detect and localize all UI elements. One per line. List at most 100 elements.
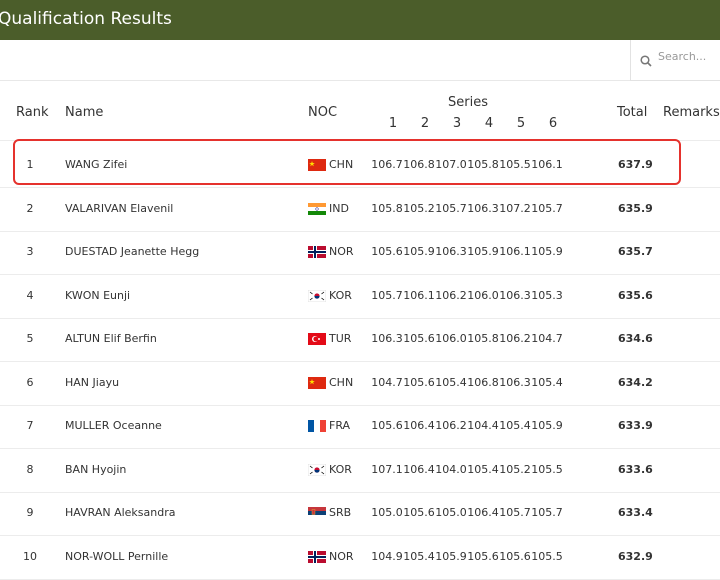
total: 634.2 xyxy=(618,375,653,389)
athlete-name: BAN Hyojin xyxy=(65,462,127,476)
series-score: 105.9 xyxy=(531,245,563,258)
search-box[interactable] xyxy=(630,40,720,81)
noc: NOR xyxy=(329,549,354,563)
series-number: 5 xyxy=(516,116,526,131)
series-score: 106.1 xyxy=(499,245,531,258)
divider xyxy=(0,187,720,188)
rank: 5 xyxy=(26,332,34,345)
remarks-header: Remarks xyxy=(663,105,720,120)
flag xyxy=(308,376,326,389)
series-score: 106.2 xyxy=(435,288,467,302)
series-number: 3 xyxy=(452,116,462,131)
series-score: 105.2 xyxy=(403,201,435,215)
series-score: 106.2 xyxy=(499,332,531,345)
series-score: 105.8 xyxy=(467,332,499,345)
series-score: 105.6 xyxy=(403,332,435,345)
divider xyxy=(0,317,720,319)
series-score: 104.9 xyxy=(371,549,403,563)
total: 635.7 xyxy=(618,245,653,258)
flag xyxy=(308,159,326,171)
series-score: 106.2 xyxy=(435,419,467,432)
series-score: 105.6 xyxy=(403,375,435,389)
series-score: 106.8 xyxy=(403,158,435,171)
series-score: 105.9 xyxy=(435,549,467,563)
rank: 3 xyxy=(26,245,34,258)
series-score: 106.1 xyxy=(403,288,435,302)
athlete-name: WANG Zifei xyxy=(65,158,128,171)
series-score: 105.4 xyxy=(531,375,563,389)
rank-header: Rank xyxy=(16,105,49,120)
series-score: 106.0 xyxy=(467,288,499,302)
series-score: 105.4 xyxy=(467,462,499,476)
flag xyxy=(308,507,326,519)
total: 633.4 xyxy=(618,506,653,519)
series-score: 106.1 xyxy=(531,158,563,171)
series-score: 106.3 xyxy=(499,288,531,302)
series-score: 106.4 xyxy=(403,462,435,476)
series-number: 2 xyxy=(420,116,430,131)
flag xyxy=(308,550,326,563)
series-score: 105.0 xyxy=(371,506,403,519)
rank: 1 xyxy=(26,158,34,171)
series-score: 106.8 xyxy=(467,375,499,389)
series-score: 105.2 xyxy=(499,462,531,476)
noc: FRA xyxy=(329,419,351,432)
divider xyxy=(0,491,720,493)
rank: 10 xyxy=(23,549,37,563)
series-score: 105.6 xyxy=(499,549,531,563)
athlete-name: MULLER Oceanne xyxy=(65,419,162,432)
series-score: 104.7 xyxy=(531,332,563,345)
divider xyxy=(0,404,720,406)
divider xyxy=(0,448,720,449)
series-score: 105.5 xyxy=(531,462,563,476)
total: 633.9 xyxy=(618,419,653,432)
series-score: 104.4 xyxy=(467,419,499,432)
divider xyxy=(0,578,720,580)
series-score: 105.6 xyxy=(467,549,499,563)
header-bar xyxy=(0,0,720,40)
series-score: 105.9 xyxy=(467,245,499,258)
series-score: 105.8 xyxy=(371,201,403,215)
name-header: Name xyxy=(65,105,104,120)
athlete-name: NOR-WOLL Pernille xyxy=(65,549,169,563)
flag xyxy=(307,463,327,476)
noc: NOR xyxy=(329,245,354,258)
series-score: 106.0 xyxy=(435,332,467,345)
series-score: 107.1 xyxy=(371,462,403,476)
noc-header: NOC xyxy=(308,105,338,120)
series-score: 105.7 xyxy=(531,506,563,519)
series-score: 106.3 xyxy=(435,245,467,258)
divider xyxy=(0,230,720,232)
divider xyxy=(0,361,720,362)
total: 635.6 xyxy=(618,288,653,302)
rank: 6 xyxy=(26,375,34,389)
flag xyxy=(308,202,326,215)
series-score: 105.0 xyxy=(435,506,467,519)
total-header: Total xyxy=(617,105,648,120)
rank: 9 xyxy=(26,506,34,519)
page-title: Qualification Results xyxy=(0,9,172,29)
noc: IND xyxy=(329,201,349,215)
series-score: 104.7 xyxy=(371,375,403,389)
total: 637.9 xyxy=(618,158,653,171)
series-score: 105.4 xyxy=(499,419,531,432)
noc: CHN xyxy=(329,158,354,171)
series-score: 106.3 xyxy=(467,201,499,215)
series-score: 106.4 xyxy=(403,419,435,432)
series-score: 105.3 xyxy=(531,288,563,302)
series-score: 105.4 xyxy=(403,549,435,563)
series-score: 105.6 xyxy=(371,419,403,432)
series-score: 105.5 xyxy=(531,549,563,563)
series-score: 105.6 xyxy=(403,506,435,519)
total: 633.6 xyxy=(618,462,653,476)
divider xyxy=(0,535,720,536)
total: 635.9 xyxy=(618,201,653,215)
athlete-name: KWON Eunji xyxy=(65,288,131,302)
noc: SRB xyxy=(329,506,352,519)
series-score: 105.7 xyxy=(531,201,563,215)
rank: 2 xyxy=(26,201,34,215)
flag xyxy=(307,289,327,302)
series-score: 106.4 xyxy=(467,506,499,519)
series-number: 4 xyxy=(484,116,494,131)
